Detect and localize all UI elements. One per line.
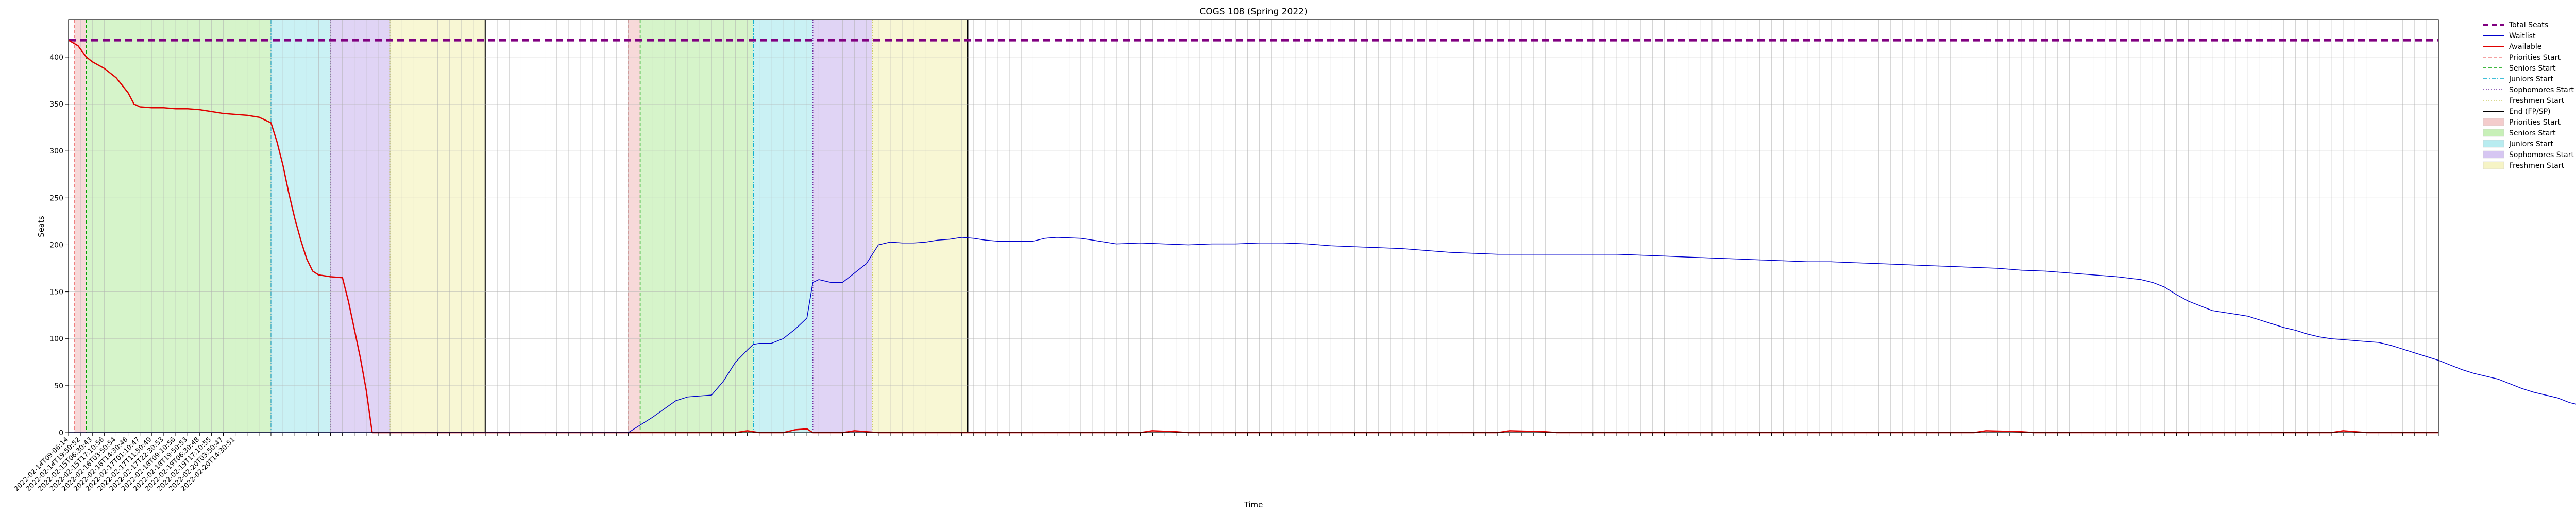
period-band (872, 20, 968, 433)
axes: 0501001502002503003504002022-02-14T09:06… (13, 19, 2439, 493)
legend-label: Waitlist (2509, 32, 2536, 40)
y-tick-label: 50 (54, 382, 63, 390)
series-waitlist (69, 237, 2576, 433)
legend-label: Total Seats (2509, 21, 2548, 29)
y-tick-label: 300 (49, 147, 63, 156)
legend-label: Freshmen Start (2509, 97, 2565, 105)
y-tick-label: 200 (49, 241, 63, 249)
period-band (270, 20, 331, 433)
legend-label: End (FP/SP) (2509, 108, 2551, 116)
y-tick-label: 350 (49, 100, 63, 109)
series-lines (68, 39, 2576, 434)
period-band (628, 20, 640, 433)
legend-label: Freshmen Start (2509, 162, 2565, 170)
legend-label: Available (2509, 43, 2541, 51)
legend-swatch (2483, 140, 2504, 148)
legend-label: Sophomores Start (2509, 86, 2574, 94)
legend-label: Seniors Start (2509, 129, 2556, 138)
y-axis-label: Seats (37, 216, 46, 237)
y-tick-label: 150 (49, 288, 63, 297)
grid (68, 20, 2439, 433)
series-available (68, 40, 2438, 434)
chart-title: COGS 108 (Spring 2022) (1199, 7, 1307, 17)
period-band (330, 20, 391, 433)
legend-swatch (2483, 161, 2504, 169)
legend-label: Priorities Start (2509, 118, 2561, 127)
y-tick-label: 250 (49, 194, 63, 202)
legend-swatch (2483, 150, 2504, 159)
period-band (86, 20, 271, 433)
y-tick-label: 400 (49, 54, 63, 62)
legend-label: Juniors Start (2509, 75, 2554, 83)
y-tick-label: 0 (59, 429, 63, 437)
legend-swatch (2483, 129, 2504, 137)
legend-swatch (2483, 118, 2504, 126)
period-band (640, 20, 754, 433)
legend-label: Seniors Start (2509, 64, 2556, 73)
plot-frame (68, 19, 2439, 433)
y-tick-label: 100 (49, 335, 63, 344)
x-axis-label: Time (1244, 500, 1263, 509)
legend-label: Juniors Start (2509, 140, 2554, 148)
legend-label: Sophomores Start (2509, 151, 2574, 159)
legend-label: Priorities Start (2509, 54, 2561, 62)
legend: Total Seats Waitlist Available Priorities S… (2483, 21, 2574, 170)
